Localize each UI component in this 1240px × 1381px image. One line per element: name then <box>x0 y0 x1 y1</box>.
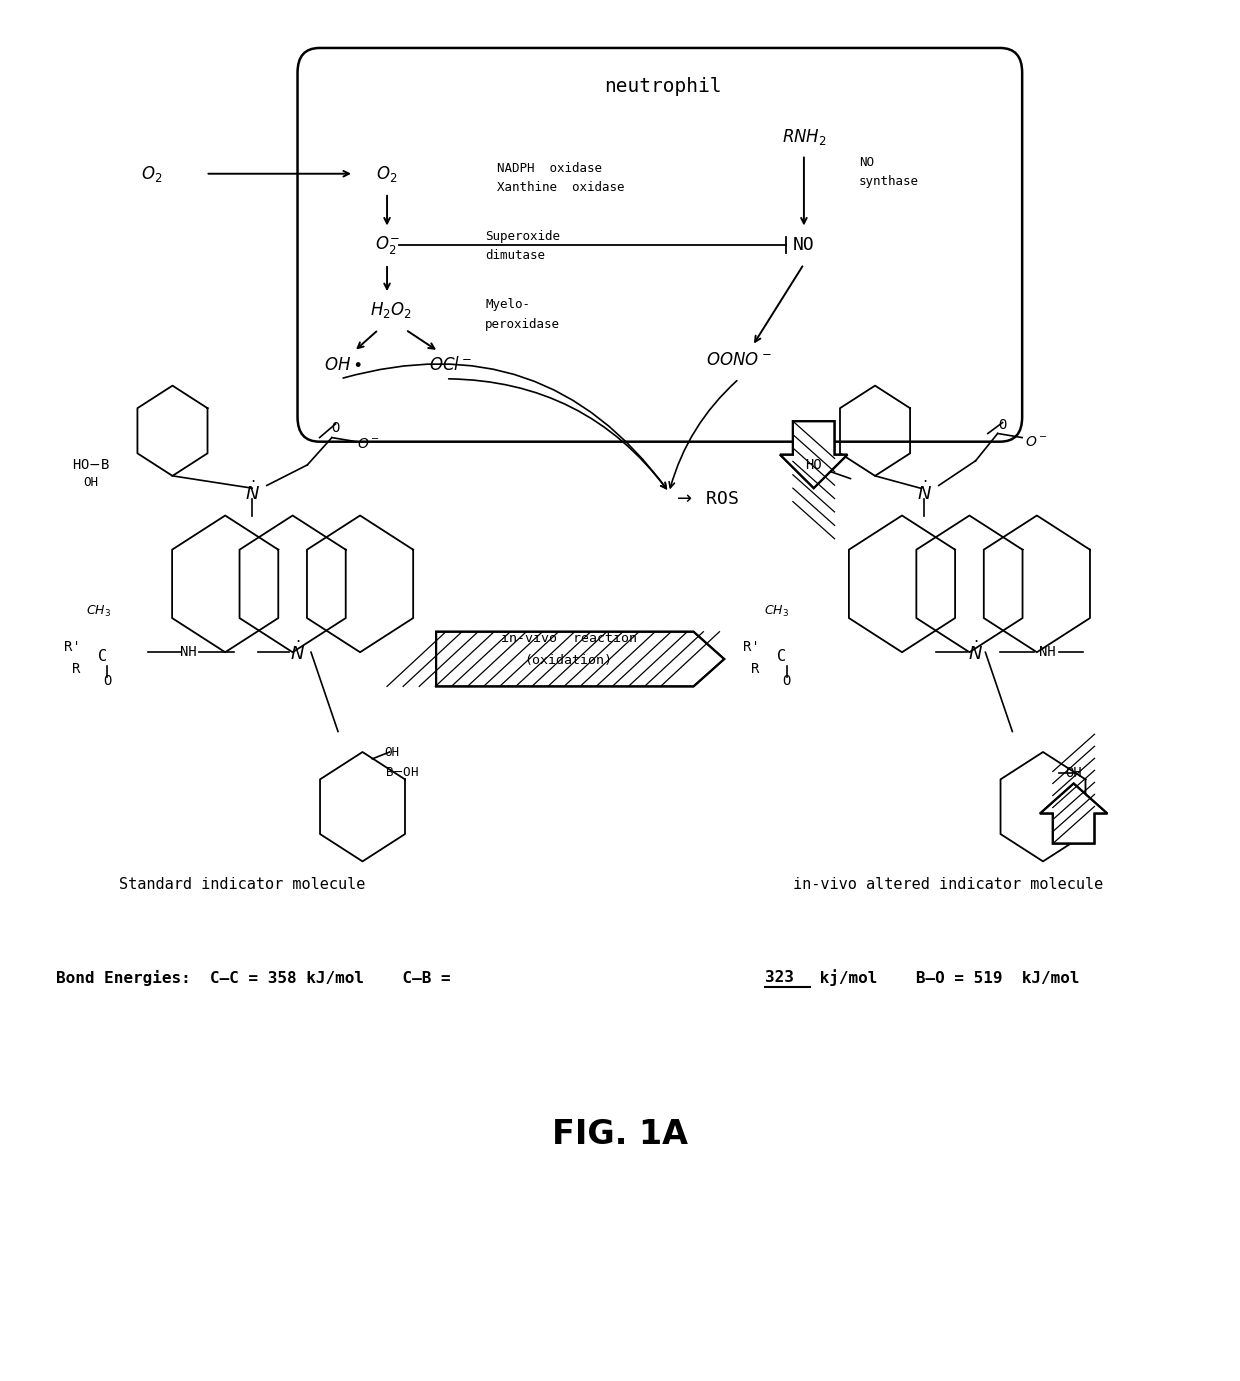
Text: $CH_3$: $CH_3$ <box>87 603 112 619</box>
Text: O: O <box>331 421 340 435</box>
Text: R': R' <box>63 639 81 653</box>
Text: NO: NO <box>859 156 874 170</box>
Polygon shape <box>436 631 724 686</box>
Text: R: R <box>72 661 81 675</box>
Text: $\mathit{OONO}^-$: $\mathit{OONO}^-$ <box>706 351 771 369</box>
Polygon shape <box>780 421 847 487</box>
Text: B$-$OH: B$-$OH <box>384 766 419 779</box>
Text: O: O <box>782 674 791 688</box>
Text: HO$-$B: HO$-$B <box>72 458 110 472</box>
Text: in-vivo  reaction: in-vivo reaction <box>501 632 636 645</box>
Text: $O^-$: $O^-$ <box>357 438 381 452</box>
Text: $\mathit{O}_2$: $\mathit{O}_2$ <box>377 164 398 184</box>
Text: $\rightarrow$ ROS: $\rightarrow$ ROS <box>673 490 739 508</box>
Text: kj/mol    B–O = 519  kJ/mol: kj/mol B–O = 519 kJ/mol <box>810 969 1080 986</box>
Text: $O^-$: $O^-$ <box>1025 435 1048 449</box>
Text: FIG. 1A: FIG. 1A <box>552 1119 688 1152</box>
Text: (oxidation): (oxidation) <box>525 655 613 667</box>
Text: 323: 323 <box>765 969 794 985</box>
Text: $CH_3$: $CH_3$ <box>764 603 790 619</box>
Text: Myelo-: Myelo- <box>485 298 531 312</box>
Text: O: O <box>998 418 1007 432</box>
Text: NADPH  oxidase: NADPH oxidase <box>497 162 603 175</box>
Text: C: C <box>777 649 786 664</box>
Text: in-vivo altered indicator molecule: in-vivo altered indicator molecule <box>794 877 1104 892</box>
Text: Xanthine  oxidase: Xanthine oxidase <box>497 181 625 193</box>
Text: NO: NO <box>794 236 815 254</box>
Polygon shape <box>1040 783 1107 844</box>
Text: $\mathit{O}_{2}^{-}$: $\mathit{O}_{2}^{-}$ <box>374 233 399 255</box>
Text: OH: OH <box>384 746 399 758</box>
Text: NH: NH <box>180 645 197 659</box>
Text: synthase: synthase <box>859 175 919 188</box>
Text: $\mathit{O}_2$: $\mathit{O}_2$ <box>141 164 162 184</box>
Text: $\dot{N}$: $\dot{N}$ <box>916 481 931 504</box>
Text: $\dot{N}$: $\dot{N}$ <box>968 641 983 664</box>
Text: R: R <box>751 661 760 675</box>
Text: C: C <box>98 649 107 664</box>
Text: $\mathit{OH}\bullet$: $\mathit{OH}\bullet$ <box>324 356 362 374</box>
Text: peroxidase: peroxidase <box>485 318 560 330</box>
Text: OH: OH <box>83 476 98 489</box>
Text: dimutase: dimutase <box>485 249 546 262</box>
FancyBboxPatch shape <box>298 48 1022 442</box>
Text: $\dot{N}$: $\dot{N}$ <box>244 481 259 504</box>
Text: NH: NH <box>1039 645 1056 659</box>
Text: neutrophil: neutrophil <box>604 77 722 95</box>
Text: $\dot{N}$: $\dot{N}$ <box>290 641 305 664</box>
Text: Superoxide: Superoxide <box>485 231 560 243</box>
Text: R': R' <box>743 639 760 653</box>
Text: $\mathit{H}_2\mathit{O}_2$: $\mathit{H}_2\mathit{O}_2$ <box>370 301 412 320</box>
Text: $\mathit{RNH}_2$: $\mathit{RNH}_2$ <box>781 127 826 146</box>
Text: HO: HO <box>805 458 822 472</box>
Text: Standard indicator molecule: Standard indicator molecule <box>119 877 366 892</box>
Text: O: O <box>103 674 112 688</box>
Text: OH: OH <box>1065 765 1083 779</box>
Text: Bond Energies:  C–C = 358 kJ/mol    C–B =: Bond Energies: C–C = 358 kJ/mol C–B = <box>56 969 460 986</box>
Text: $\mathit{OCl}^-$: $\mathit{OCl}^-$ <box>429 356 472 374</box>
